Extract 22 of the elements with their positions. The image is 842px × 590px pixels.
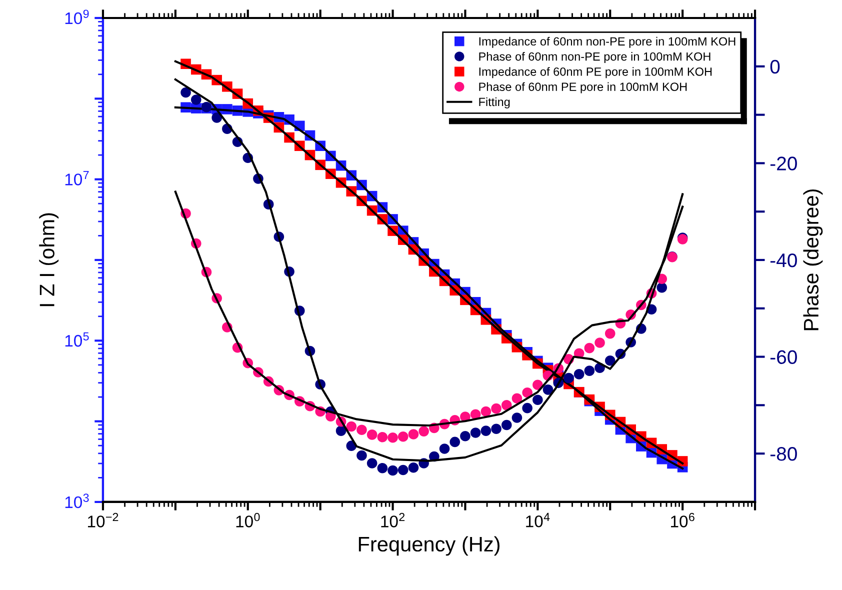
y-tick-label: 10$^{3}$ — [65, 494, 89, 508]
y2-tick-label: -20 — [770, 156, 797, 170]
x-tick-label: 10$^{2}$ — [381, 512, 405, 528]
y-tick-label: 10$^{5}$ — [65, 332, 89, 347]
y2-axis-title: Phase (degree) — [803, 189, 823, 330]
x-tick-label: 10$^{0}$ — [236, 512, 260, 528]
y-axis-title: I Z I (ohm) — [39, 213, 59, 306]
legend-label: Fitting — [479, 97, 510, 108]
y2-tick-label: 0 — [770, 60, 780, 74]
legend-label: Impedance of 60nm non-PE pore in 100mM KOH — [479, 36, 736, 48]
y2-tick-label: -80 — [770, 447, 797, 461]
y2-tick-label: -40 — [770, 253, 797, 268]
legend-label: Phase of 60nm PE pore in 100mM KOH — [479, 82, 687, 94]
y2-tick-label: -60 — [770, 350, 797, 364]
x-tick-label: 10$^{6}$ — [671, 512, 694, 528]
y-tick-label: 10$^{7}$ — [65, 171, 89, 186]
y-tick-label: 10$^{9}$ — [65, 10, 89, 24]
legend-label: Impedance of 60nm PE pore in 100mM KOH — [479, 67, 712, 78]
x-axis-title: Frequency (Hz) — [358, 536, 500, 556]
x-tick-label: 10$^{−2}$ — [88, 512, 118, 528]
x-tick-label: 10$^{4}$ — [526, 512, 550, 528]
legend-label: Phase of 60nm non-PE pore in 100mM KOH — [479, 52, 710, 64]
